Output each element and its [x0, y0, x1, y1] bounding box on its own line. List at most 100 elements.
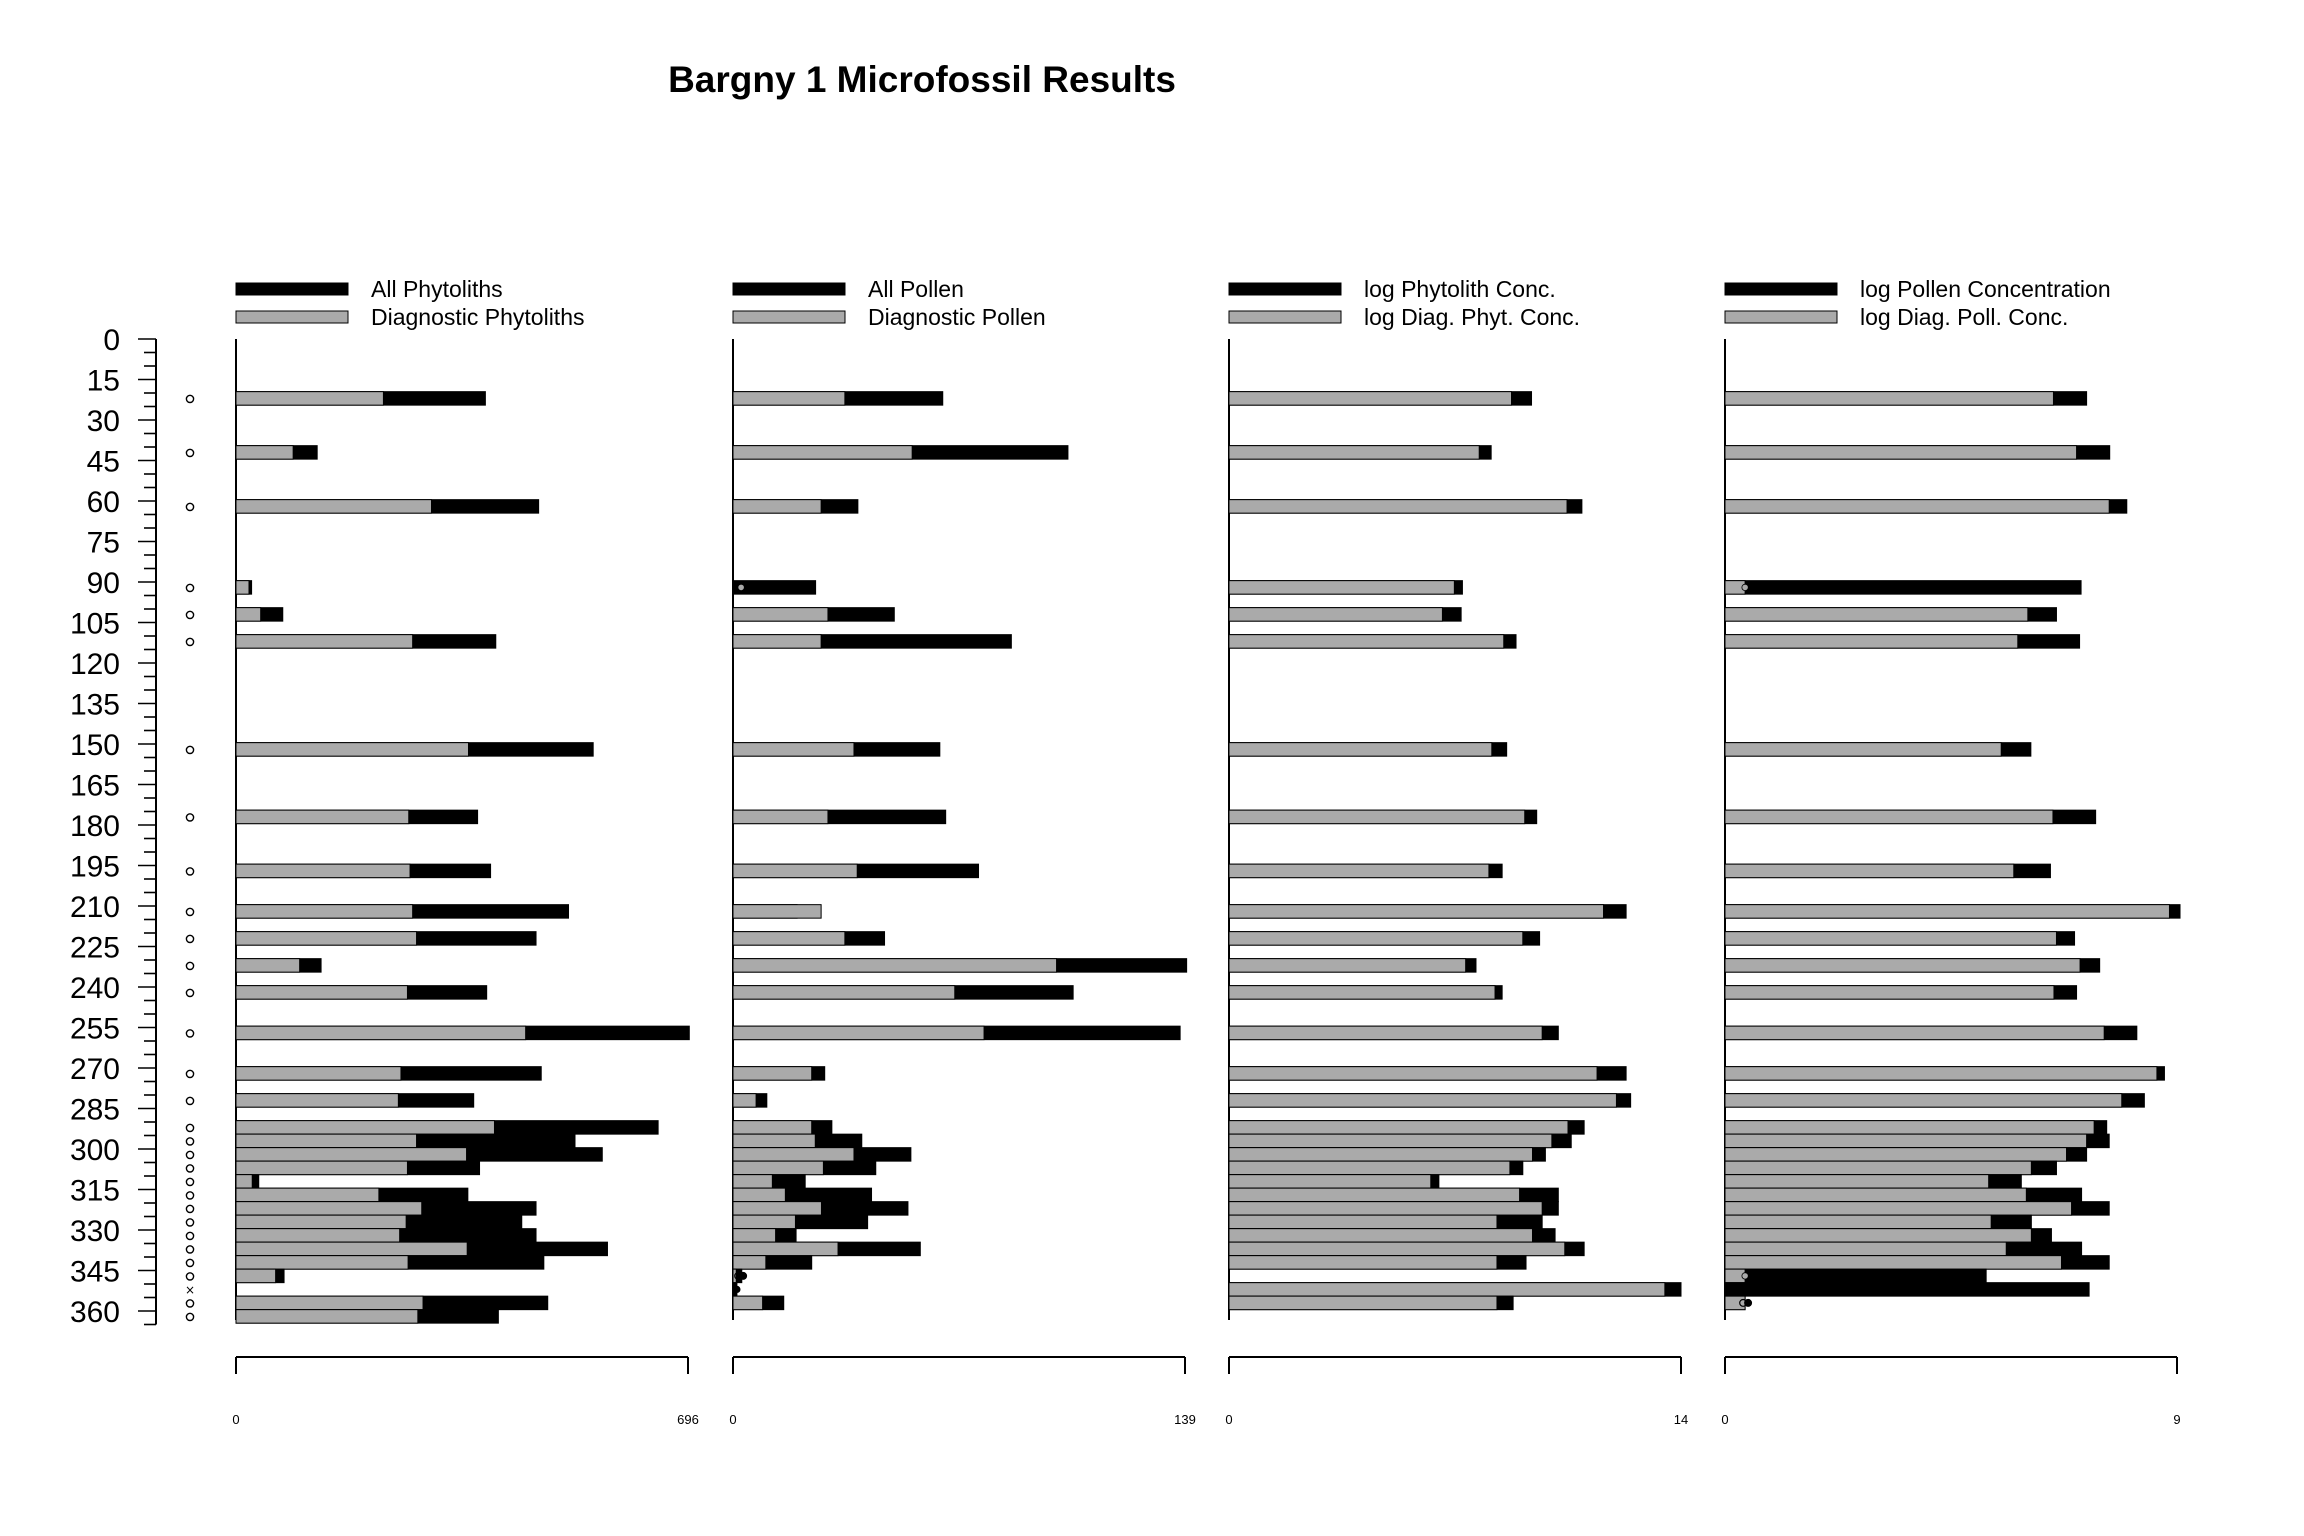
- bar-diagnostic: [235, 1187, 380, 1203]
- bar-diagnostic: [235, 1201, 423, 1216]
- sample-marker: [185, 1164, 195, 1173]
- bar-diagnostic: [235, 1093, 399, 1108]
- depth-tick-label: 15: [87, 365, 120, 398]
- bar-diagnostic: [732, 1214, 796, 1230]
- bar-diagnostic: [732, 1133, 816, 1149]
- bar-diagnostic: [1724, 1295, 1746, 1311]
- depth-tick-label: 45: [87, 446, 120, 479]
- bar-diagnostic: [235, 742, 469, 757]
- bar-diagnostic: [235, 1214, 407, 1230]
- depth-tick-label: 270: [70, 1053, 120, 1086]
- bar-diagnostic: [235, 1160, 408, 1176]
- bar-diagnostic: [235, 1255, 409, 1270]
- bar-diagnostic: [1228, 499, 1568, 514]
- bar-diagnostic: [1228, 1201, 1543, 1216]
- bar-diagnostic: [1228, 580, 1455, 595]
- bar-diagnostic: [235, 634, 414, 649]
- sample-marker: [185, 583, 195, 593]
- bar-diagnostic: [732, 445, 913, 460]
- bar-diagnostic: [732, 1066, 813, 1081]
- bar-diagnostic: [1228, 742, 1493, 757]
- bar-diagnostic: [235, 499, 432, 514]
- bar-diagnostic: [235, 1120, 495, 1135]
- bar-diagnostic: [732, 809, 829, 825]
- depth-axis: 0 15 30 45 60 75 90 105 120 135 150 165 180 195 210 225…: [70, 324, 157, 1329]
- bar-diagnostic: [732, 499, 822, 514]
- depth-tick-label: 150: [70, 729, 120, 762]
- depth-tick-label: 285: [70, 1094, 120, 1127]
- sample-marker: [185, 610, 195, 620]
- legend-label-total: log Phytolith Conc.: [1364, 276, 1556, 302]
- bar-diagnostic: [1228, 391, 1512, 406]
- bar-diagnostic: [732, 1241, 839, 1257]
- bar-diagnostic: [235, 580, 250, 595]
- sample-marker: [185, 394, 195, 404]
- legend-swatch-diagnostic: [732, 310, 846, 324]
- bar-diagnostic: [1724, 607, 2029, 622]
- bar-diagnostic: [1228, 1147, 1533, 1162]
- sample-marker: [185, 1150, 195, 1160]
- bar-diagnostic: [732, 931, 846, 946]
- depth-tick-label: 345: [70, 1256, 120, 1289]
- sample-marker: [185, 637, 195, 647]
- sample-marker: [185, 1096, 195, 1106]
- bar-diagnostic: [732, 1120, 813, 1135]
- bar-diagnostic: [235, 958, 301, 973]
- bar-minimal-mark: [733, 1285, 741, 1294]
- bar-diagnostic: [1228, 1174, 1432, 1189]
- bar-diagnostic: [1724, 1214, 1992, 1230]
- bar-diagnostic: [1228, 985, 1496, 1000]
- bar-diagnostic: [732, 391, 846, 406]
- bar-diagnostic: [235, 391, 384, 406]
- depth-tick-label: 135: [70, 689, 120, 722]
- sample-marker: [185, 1231, 195, 1241]
- bar-diagnostic: [235, 607, 262, 622]
- bar-minimal-mark: [1744, 1298, 1753, 1307]
- bar-diagnostic: [1724, 445, 2078, 460]
- bar-diagnostic: [1724, 985, 2055, 1000]
- sample-marker: [185, 1258, 195, 1268]
- panel-x-tick-label-max: 14: [1674, 1412, 1688, 1427]
- depth-tick-label: 360: [70, 1296, 120, 1329]
- sample-marker: [185, 961, 195, 971]
- bar-diagnostic: [235, 1147, 468, 1162]
- depth-tick-label: 240: [70, 972, 120, 1005]
- bar-diagnostic: [732, 1295, 764, 1311]
- legend-label-total: All Pollen: [868, 276, 964, 302]
- bar-diagnostic: [732, 1187, 786, 1203]
- bar-diagnostic: [235, 1228, 401, 1243]
- bar-diagnostic: [732, 1255, 767, 1270]
- bar-diagnostic: [732, 1093, 757, 1108]
- bar-diagnostic: [1228, 1255, 1498, 1270]
- bar-diagnostic: [732, 1201, 822, 1216]
- depth-tick-label: 210: [70, 891, 120, 924]
- bar-diagnostic: [1228, 445, 1480, 460]
- sample-marker: [185, 1312, 195, 1322]
- legend-swatch-total: [1724, 282, 1838, 296]
- legend-label-diagnostic: Diagnostic Pollen: [868, 304, 1046, 330]
- bar-minimal-mark: [737, 583, 745, 592]
- bar-diagnostic: [732, 958, 1058, 973]
- bar-diagnostic: [1724, 1133, 2088, 1149]
- bar-total: [1724, 1268, 1987, 1284]
- panel-x-tick-label-max: 696: [677, 1412, 699, 1427]
- bar-diagnostic: [732, 863, 858, 879]
- bar-diagnostic: [732, 1174, 773, 1189]
- bar-diagnostic: [732, 1025, 985, 1041]
- depth-tick-label: 0: [103, 324, 120, 357]
- bar-diagnostic: [1228, 1025, 1543, 1041]
- panel-3: log Phytolith Conc.log Diag. Phyt. Conc.…: [1225, 276, 1688, 1427]
- sample-marker-x: ×: [185, 1283, 195, 1297]
- bar-diagnostic: [235, 985, 408, 1000]
- chart-title: Bargny 1 Microfossil Results: [668, 59, 1176, 100]
- bar-diagnostic: [1228, 1120, 1569, 1135]
- depth-tick-label: 330: [70, 1215, 120, 1248]
- bar-diagnostic: [1228, 931, 1524, 946]
- sample-marker: [185, 934, 195, 944]
- bar-diagnostic: [1228, 1187, 1521, 1203]
- bar-diagnostic: [235, 1295, 424, 1311]
- bar-diagnostic: [235, 809, 410, 825]
